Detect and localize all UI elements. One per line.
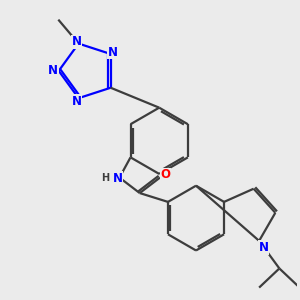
Text: N: N — [259, 241, 269, 254]
Text: N: N — [48, 64, 58, 77]
Text: H: H — [101, 173, 110, 183]
Text: N: N — [72, 35, 82, 48]
Text: N: N — [72, 94, 82, 108]
Text: N: N — [107, 46, 118, 59]
Text: O: O — [160, 168, 170, 181]
Text: N: N — [112, 172, 123, 185]
